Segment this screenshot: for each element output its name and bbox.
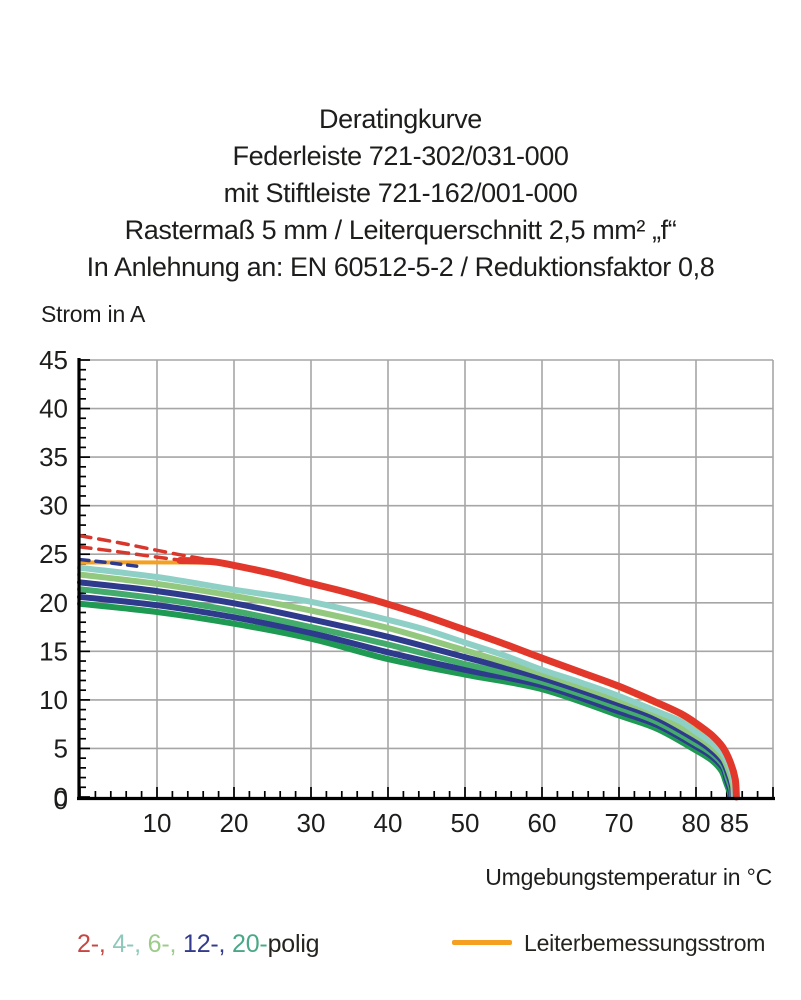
x-tick-label: 80 xyxy=(682,808,711,838)
chart-title-line-5: In Anlehnung an: EN 60512-5-2 / Reduktio… xyxy=(86,252,715,282)
x-tick-label: 70 xyxy=(605,808,634,838)
y-tick-label: 25 xyxy=(39,539,68,569)
y-tick-label: 35 xyxy=(39,442,68,472)
curve-2-polig-dashed-lower xyxy=(78,545,190,563)
legend-pole-suffix: polig xyxy=(267,930,320,958)
curve-2-polig xyxy=(176,557,740,801)
legend-pole-12: 12-, xyxy=(182,930,233,958)
y-tick-label: 20 xyxy=(39,588,68,618)
legend-pole-4: 4-, xyxy=(112,930,148,958)
x-tick-label: 50 xyxy=(451,808,480,838)
chart-title-line-3: mit Stiftleiste 721-162/001-000 xyxy=(223,178,578,208)
chart-title-block: Deratingkurve Federleiste 721-302/031-00… xyxy=(0,101,801,286)
x-tick-label: 40 xyxy=(374,808,403,838)
x-tick-label: 30 xyxy=(297,808,326,838)
legend-pole-20: 20- xyxy=(232,930,268,958)
legend-pole-6: 6-, xyxy=(147,930,183,958)
chart-title-line-1: Deratingkurve xyxy=(319,104,482,134)
y-tick-label: 30 xyxy=(39,491,68,521)
legend-pole-2: 2-, xyxy=(77,930,113,958)
x-axis-title: Umgebungstemperatur in °C xyxy=(485,864,772,890)
y-axis-title: Strom in A xyxy=(41,301,146,327)
y-tick-label: 5 xyxy=(54,733,68,763)
rated-current-label: Leiterbemessungsstrom xyxy=(524,930,766,956)
chart-title-line-4: Rastermaß 5 mm / Leiterquerschnitt 2,5 m… xyxy=(124,215,677,245)
rated-current-line-swatch xyxy=(452,940,512,945)
x-tick-label: 10 xyxy=(143,808,172,838)
pole-count-legend: 2-, 4-, 6-, 12-, 20-polig xyxy=(77,930,320,959)
chart-title-line-2: Federleiste 721-302/031-000 xyxy=(232,141,569,171)
y-tick-label: 45 xyxy=(39,345,68,375)
y-tick-label: 0 xyxy=(54,782,68,812)
x-tick-label-origin: 0 xyxy=(54,785,68,815)
curve-leiterbemessungsstrom xyxy=(78,560,738,799)
rated-current-legend: Leiterbemessungsstrom xyxy=(452,930,765,957)
y-tick-label: 15 xyxy=(39,636,68,666)
y-tick-label: 10 xyxy=(39,685,68,715)
y-tick-label: 40 xyxy=(39,394,68,424)
x-tick-label: 20 xyxy=(220,808,249,838)
x-tick-label: 85 xyxy=(720,808,749,838)
x-tick-label: 60 xyxy=(528,808,557,838)
curve-12-polig-dashed xyxy=(78,557,144,569)
